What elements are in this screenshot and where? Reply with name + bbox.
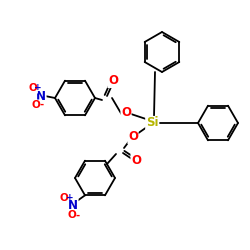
Text: O: O xyxy=(108,74,118,88)
Text: O: O xyxy=(68,210,76,220)
Text: N: N xyxy=(36,90,46,102)
Text: Si: Si xyxy=(146,116,158,130)
Text: O: O xyxy=(32,100,40,110)
Text: +: + xyxy=(66,193,74,202)
Text: N: N xyxy=(68,199,78,212)
Text: O: O xyxy=(128,130,138,143)
Text: O: O xyxy=(60,193,68,203)
Text: +: + xyxy=(34,82,42,92)
Text: O: O xyxy=(131,154,141,168)
Text: -: - xyxy=(76,210,80,220)
Text: -: - xyxy=(40,100,44,110)
Text: O: O xyxy=(28,83,38,93)
Text: O: O xyxy=(121,106,131,118)
